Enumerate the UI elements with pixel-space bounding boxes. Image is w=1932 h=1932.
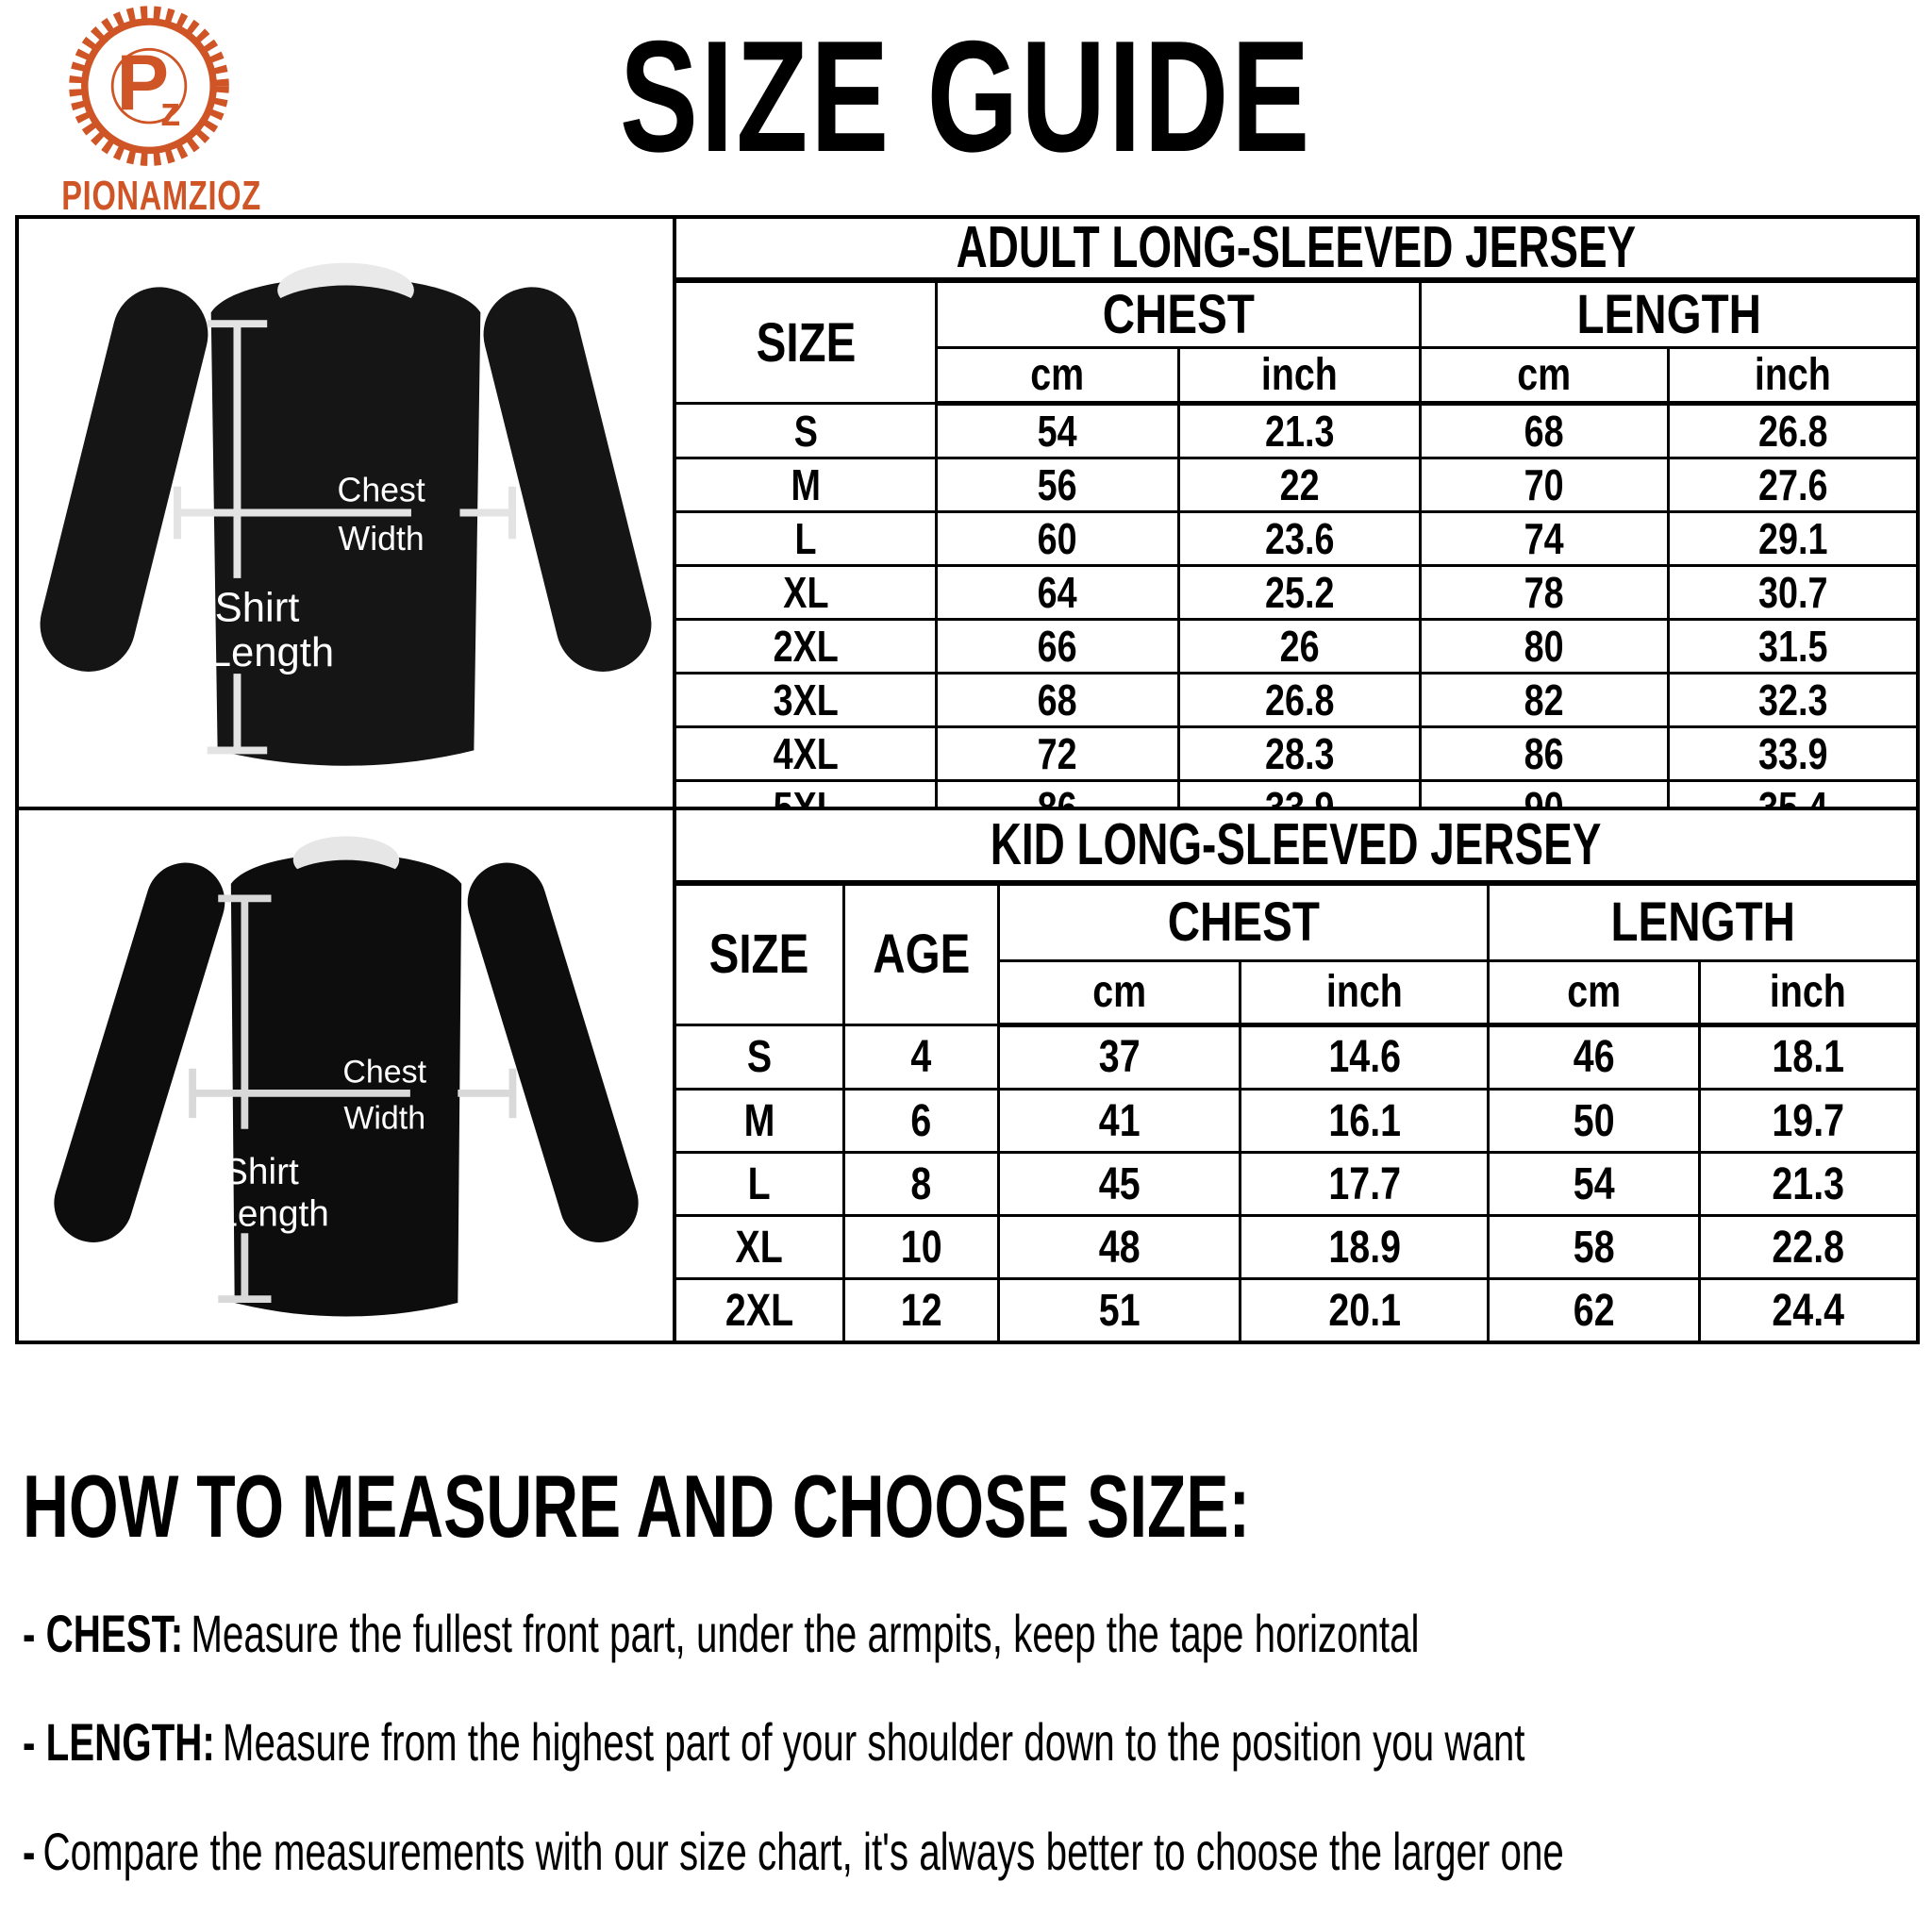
shirt-length-label: Shirt Length (217, 1151, 329, 1234)
item-text: Measure from the highest part of your sh… (222, 1712, 1525, 1773)
measurement-lines (188, 894, 516, 1303)
logo-monogram-z: z (160, 90, 181, 135)
table-row: L 60 23.6 74 29.1 (676, 510, 1916, 567)
item-label: - CHEST: (23, 1603, 184, 1663)
adult-chest-inch: inch (1176, 346, 1422, 406)
item-text: Compare the measurements with our size c… (42, 1821, 1564, 1881)
item-label: - LENGTH: (23, 1712, 215, 1773)
svg-text:Width: Width (339, 520, 425, 558)
adult-shirt-cell: Chest Width Shirt Length (19, 219, 676, 810)
kid-chest-inch: inch (1239, 958, 1491, 1027)
table-row: M 56 22 70 27.6 (676, 457, 1916, 513)
adult-table-title: ADULT LONG-SLEEVED JERSEY (956, 219, 1637, 280)
table-row: L 8 45 17.7 54 21.3 (676, 1151, 1916, 1218)
gear-icon: P z (69, 4, 232, 166)
svg-text:Shirt: Shirt (224, 1151, 299, 1191)
adult-table-cell: ADULT LONG-SLEEVED JERSEY SIZE CHEST LEN… (676, 219, 1916, 810)
adult-length-cm: cm (1418, 346, 1670, 406)
kid-col-length: LENGTH (1487, 886, 1916, 962)
kid-col-chest: CHEST (997, 886, 1491, 962)
adult-col-length: LENGTH (1418, 283, 1916, 349)
svg-text:Width: Width (343, 1100, 425, 1136)
kid-table: SIZE AGE CHEST LENGTH cm inch cm inch S … (676, 886, 1916, 1341)
page-title: SIZE GUIDE (619, 8, 1313, 185)
adult-length-inch: inch (1666, 346, 1916, 406)
adult-col-chest: CHEST (935, 283, 1422, 349)
brand-name: PIONAMZIOZ (61, 173, 261, 219)
adult-table: SIZE CHEST LENGTH cm inch cm inch S 54 2… (676, 283, 1916, 807)
how-to-item-chest: - CHEST: Measure the fullest front part,… (23, 1603, 1909, 1663)
how-to-item-length: - LENGTH: Measure from the highest part … (23, 1713, 1909, 1772)
adult-shirt-image: Chest Width Shirt Length (40, 262, 652, 766)
svg-text:Chest: Chest (338, 471, 425, 508)
shirt-length-label: Shirt Length (208, 585, 334, 675)
chest-width-label: Chest Width (338, 471, 425, 558)
kid-table-cell: KID LONG-SLEEVED JERSEY SIZE AGE CHEST L… (676, 810, 1916, 1341)
kid-chest-cm: cm (998, 958, 1242, 1027)
kid-col-size: SIZE (676, 886, 845, 1026)
logo-monogram-p: P (117, 40, 170, 127)
kid-col-age: AGE (841, 886, 1001, 1026)
size-chart-panel: Chest Width Shirt Length ADULT LONG-SLEE… (15, 215, 1920, 1344)
svg-text:Shirt: Shirt (215, 585, 300, 630)
table-row: S 4 37 14.6 46 18.1 (676, 1023, 1916, 1091)
how-to-section: HOW TO MEASURE AND CHOOSE SIZE: - CHEST:… (23, 1457, 1909, 1932)
item-label: - (23, 1821, 36, 1881)
table-row: XL 64 25.2 78 30.7 (676, 564, 1916, 621)
how-to-heading: HOW TO MEASURE AND CHOOSE SIZE: (23, 1457, 1251, 1556)
table-row: M 6 41 16.1 50 19.7 (676, 1088, 1916, 1155)
kid-shirt-image: Chest Width Shirt Length (53, 835, 639, 1317)
brand-logo: P z PIONAMZIOZ (26, 4, 272, 220)
svg-text:Chest: Chest (342, 1054, 426, 1090)
table-row: 2XL 66 26 80 31.5 (676, 618, 1916, 675)
item-text: Measure the fullest front part, under th… (191, 1603, 1420, 1663)
table-row: 3XL 68 26.8 82 32.3 (676, 672, 1916, 728)
kid-length-inch: inch (1697, 958, 1916, 1027)
adult-chest-cm: cm (936, 346, 1180, 406)
kid-shirt-cell: Chest Width Shirt Length (19, 810, 676, 1341)
svg-text:Length: Length (217, 1193, 329, 1234)
kid-table-title: KID LONG-SLEEVED JERSEY (991, 812, 1602, 877)
svg-text:Length: Length (208, 630, 334, 675)
measurement-lines (174, 319, 516, 754)
table-row: 4XL 72 28.3 86 33.9 (676, 725, 1916, 782)
kid-length-cm: cm (1487, 958, 1701, 1027)
table-row: S 54 21.3 68 26.8 (676, 402, 1916, 459)
table-row: XL 10 48 18.9 58 22.8 (676, 1214, 1916, 1281)
adult-col-size: SIZE (676, 283, 939, 405)
table-row: 2XL 12 51 20.1 62 24.4 (676, 1277, 1916, 1341)
table-row: 5XL 86 33.9 90 35.4 (676, 779, 1916, 807)
chest-width-label: Chest Width (342, 1054, 426, 1136)
how-to-item-compare: - Compare the measurements with our size… (23, 1823, 1909, 1881)
